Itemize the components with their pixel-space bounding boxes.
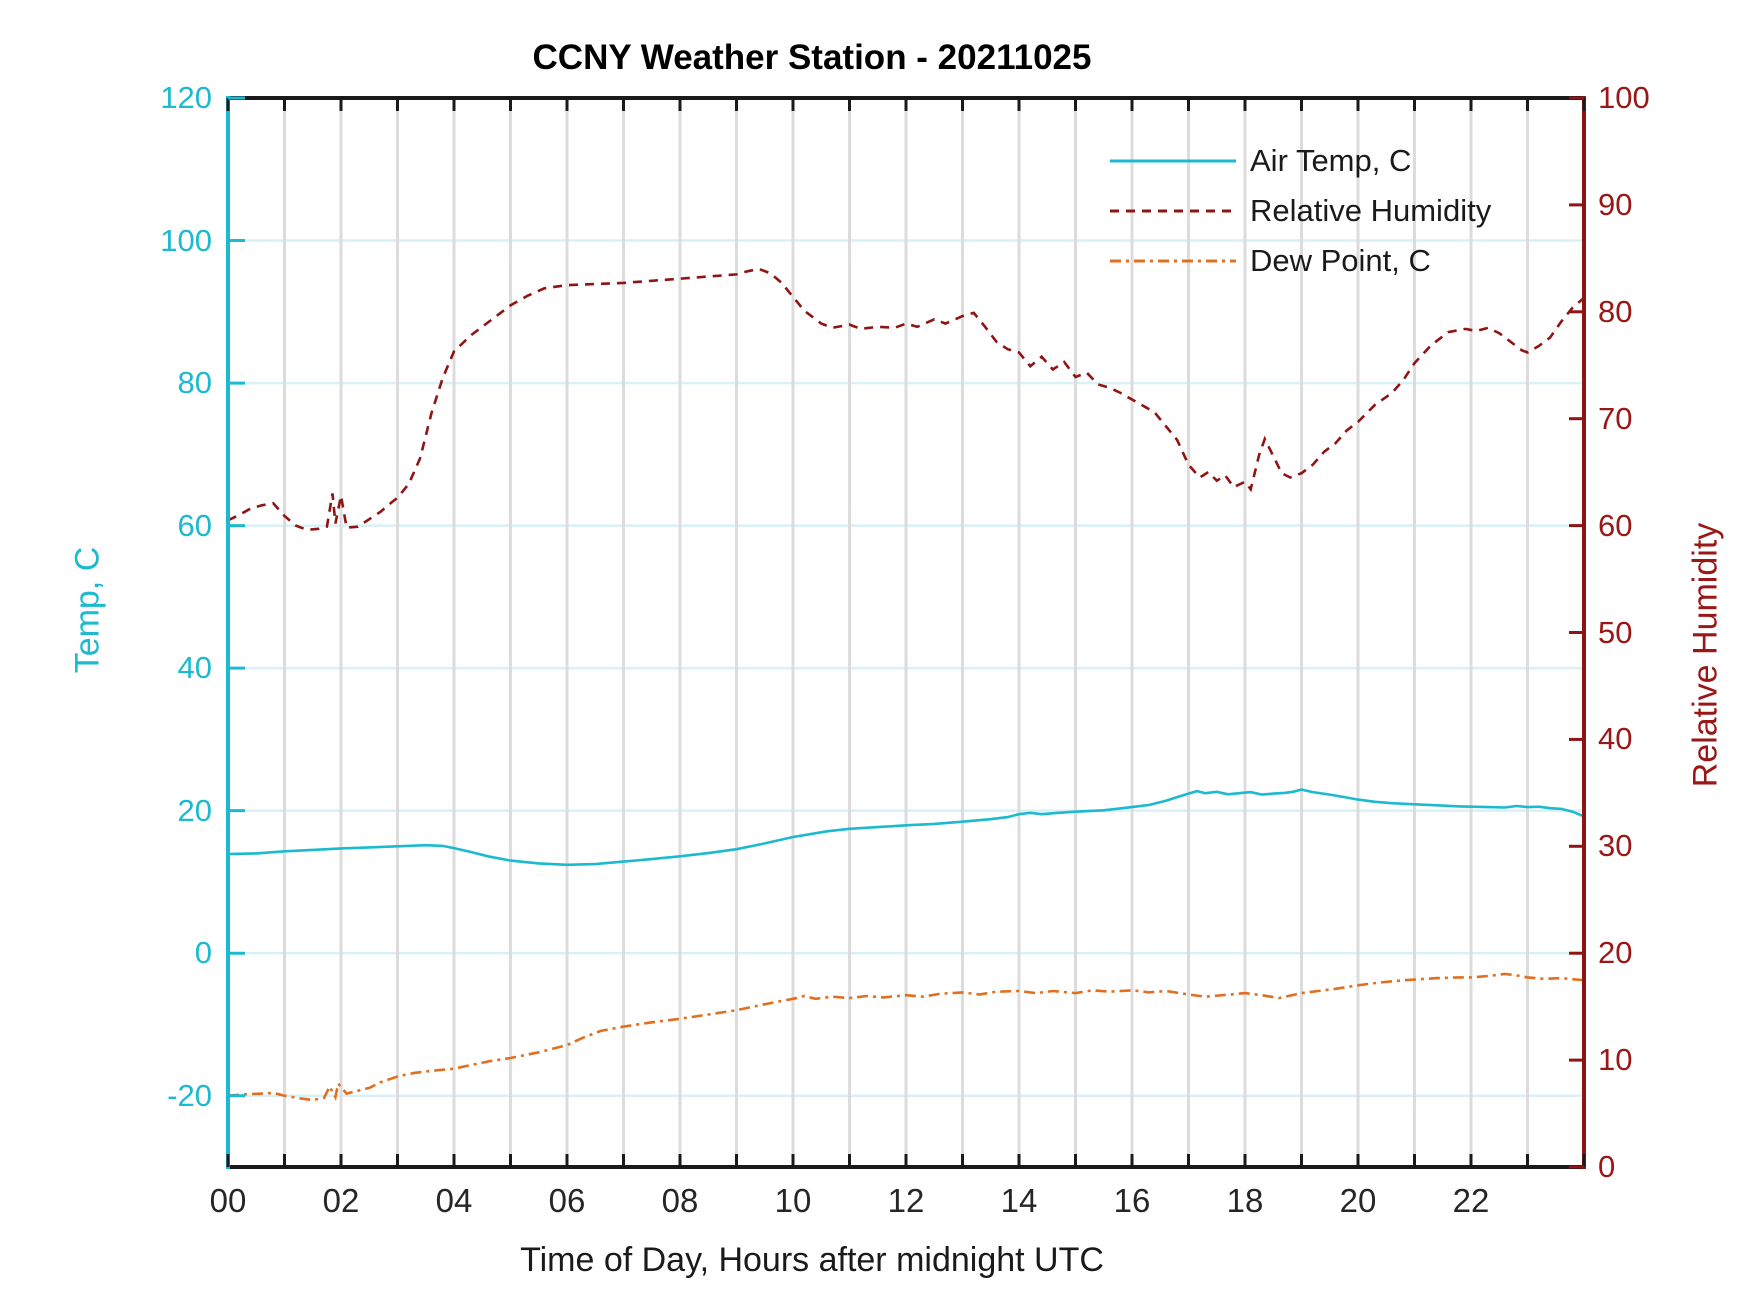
right-axis-tick-label: 70 <box>1598 400 1633 436</box>
series-line-air-temp-c <box>227 788 1585 867</box>
legend-label-dew-point: Dew Point, C <box>1250 243 1431 278</box>
left-axis-tick-label: 20 <box>177 792 212 828</box>
legend-label-air-temp: Air Temp, C <box>1250 143 1412 178</box>
right-axis-tick-label: 0 <box>1598 1149 1616 1184</box>
x-axis-tick-label: 14 <box>1000 1182 1038 1219</box>
legend-entry-dew-point: Dew Point, C <box>1108 236 1491 286</box>
legend-label-relative-humidity: Relative Humidity <box>1250 193 1492 228</box>
legend-line-air-temp <box>1110 159 1236 163</box>
x-axis-tick-label: 06 <box>548 1182 586 1219</box>
x-axis-tick-label: 00 <box>209 1182 247 1219</box>
right-axis-tick-label: 90 <box>1598 186 1633 222</box>
left-axis-tick-label: 0 <box>194 935 212 971</box>
right-axis-tick-label: 10 <box>1598 1042 1633 1078</box>
left-axis-tick-label: -20 <box>167 1077 212 1113</box>
left-axis-tick-label: 80 <box>177 365 212 401</box>
legend: Air Temp, C Relative Humidity Dew Point,… <box>1108 136 1491 286</box>
x-axis-tick-label: 18 <box>1226 1182 1264 1219</box>
right-axis-tick-label: 20 <box>1598 935 1633 971</box>
series-line-relative-humidity <box>227 267 1585 532</box>
x-axis-label: Time of Day, Hours after midnight UTC <box>520 1241 1104 1279</box>
right-axis-tick-label: 40 <box>1598 721 1633 757</box>
legend-entry-air-temp: Air Temp, C <box>1108 136 1491 186</box>
legend-entry-relative-humidity: Relative Humidity <box>1108 186 1491 236</box>
left-axis-tick-label: 100 <box>160 222 212 258</box>
legend-line-relative-humidity <box>1110 209 1236 213</box>
x-axis-tick-label: 16 <box>1113 1182 1151 1219</box>
x-axis-tick-label: 04 <box>435 1182 473 1219</box>
left-axis-tick-label: 40 <box>177 650 212 686</box>
right-axis-tick-label: 80 <box>1598 293 1633 329</box>
x-axis-tick-label: 10 <box>774 1182 812 1219</box>
right-axis-tick-label: 50 <box>1598 614 1633 650</box>
legend-line-dew-point <box>1110 259 1236 263</box>
x-axis-tick-label: 20 <box>1339 1182 1377 1219</box>
x-axis-tick-label: 08 <box>661 1182 699 1219</box>
right-axis-tick-label: 30 <box>1598 828 1633 864</box>
right-axis-tick-label: 100 <box>1598 80 1650 115</box>
x-axis-tick-label: 12 <box>887 1182 925 1219</box>
x-axis-tick-label: 02 <box>322 1182 360 1219</box>
x-axis-tick-label: 22 <box>1452 1182 1490 1219</box>
left-axis-tick-label: 120 <box>160 80 212 115</box>
right-axis-tick-label: 60 <box>1598 507 1633 543</box>
left-axis-tick-label: 60 <box>177 507 212 543</box>
series-line-dew-point-c <box>227 972 1585 1102</box>
chart-title: CCNY Weather Station - 20211025 <box>532 38 1092 77</box>
